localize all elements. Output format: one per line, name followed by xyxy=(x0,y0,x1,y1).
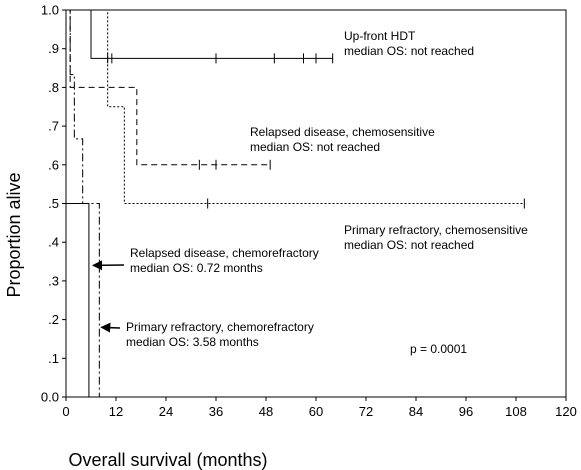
y-tick-label: .7 xyxy=(48,119,59,134)
annotation-line: median OS: 3.58 months xyxy=(126,335,259,349)
annotation-line: p = 0.0001 xyxy=(410,342,467,356)
annotation-line: Up-front HDT xyxy=(344,29,416,43)
annotation-relapsed-ref: Relapsed disease, chemorefractorymedian … xyxy=(92,246,319,275)
y-tick-label: .8 xyxy=(48,80,59,95)
annotation-primary-ref: Primary refractory, chemorefractorymedia… xyxy=(100,320,314,349)
y-tick-label: .6 xyxy=(48,157,59,172)
series-line-4 xyxy=(66,203,90,397)
series-line-1 xyxy=(66,9,333,59)
series-layer xyxy=(66,9,525,397)
x-tick-label: 72 xyxy=(359,404,373,419)
arrow-icon xyxy=(100,322,121,333)
y-tick-label: .2 xyxy=(48,312,59,327)
y-tick-label: 0.0 xyxy=(41,390,59,405)
series-line-2 xyxy=(66,9,271,166)
y-tick-label: .9 xyxy=(48,41,59,56)
x-tick-label: 48 xyxy=(259,404,273,419)
x-tick-label: 12 xyxy=(109,404,123,419)
y-axis-title: Proportion alive xyxy=(4,172,24,297)
y-tick-label: .3 xyxy=(48,273,59,288)
annotation-line: Relapsed disease, chemorefractory xyxy=(130,246,319,260)
series-line-3 xyxy=(66,9,525,204)
annotation-line: median OS: not reached xyxy=(250,140,380,154)
annotation-line: median OS: 0.72 months xyxy=(130,261,263,275)
x-tick-label: 24 xyxy=(159,404,173,419)
x-tick-label: 0 xyxy=(62,404,69,419)
annotation-line: Primary refractory, chemosensitive xyxy=(344,223,528,237)
x-tick-label: 60 xyxy=(309,404,323,419)
y-axis: 0.0 .1 .2 .3 .4 .5 .6 .7 .8 .9 1.0 xyxy=(41,3,66,405)
annotation-line: median OS: not reached xyxy=(344,238,474,252)
annotation-line: Primary refractory, chemorefractory xyxy=(126,320,314,334)
x-tick-label: 36 xyxy=(209,404,223,419)
x-tick-label: 108 xyxy=(505,404,527,419)
x-tick-label: 96 xyxy=(459,404,473,419)
y-tick-label: .4 xyxy=(48,235,59,250)
x-axis-title: Overall survival (months) xyxy=(68,450,267,470)
y-tick-label: 1.0 xyxy=(41,3,59,18)
x-axis: 0 12 24 36 48 60 72 84 96 108 120 xyxy=(62,397,577,419)
annotation-line: Relapsed disease, chemosensitive xyxy=(250,125,435,139)
annotation-pvalue: p = 0.0001 xyxy=(410,342,467,356)
x-tick-label: 84 xyxy=(409,404,423,419)
y-tick-label: .5 xyxy=(48,196,59,211)
annotation-line: median OS: not reached xyxy=(344,44,474,58)
x-tick-label: 120 xyxy=(555,404,577,419)
y-tick-label: .1 xyxy=(48,351,59,366)
annotation-primary-sens: Primary refractory, chemosensitivemedian… xyxy=(344,223,528,252)
